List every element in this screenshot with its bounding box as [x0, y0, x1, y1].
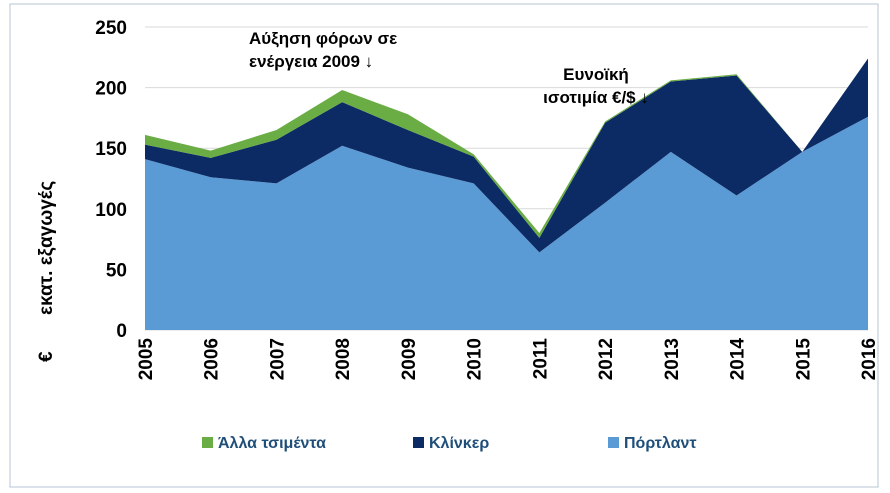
legend-label: Κλίνκερ	[429, 435, 489, 452]
y-tick-label: 50	[106, 260, 127, 281]
x-tick-label: 2006	[202, 338, 223, 380]
legend-swatch	[202, 437, 213, 448]
y-tick-label: 200	[95, 79, 127, 100]
annotation: ενέργεια 2009 ↓	[249, 52, 373, 71]
annotation: ισοτιμία €/$ ↓	[543, 88, 649, 107]
area	[145, 58, 868, 238]
area	[145, 58, 868, 253]
y-tick-label: 150	[95, 139, 127, 160]
legend-label: Πόρτλαντ	[624, 435, 697, 452]
annotation: Ευνοϊκή	[563, 65, 629, 84]
x-tick-label: 2015	[793, 338, 814, 381]
y-tick-label: 0	[116, 321, 127, 342]
legend-swatch	[608, 437, 619, 448]
x-tick-label: 2011	[530, 338, 551, 380]
x-tick-label: 2005	[136, 338, 157, 381]
x-tick-label: 2010	[465, 338, 486, 380]
y-tick-label: 100	[95, 200, 127, 221]
area	[145, 116, 868, 330]
y-tick-label: 250	[95, 18, 127, 39]
x-tick-label: 2007	[267, 338, 288, 380]
x-tick-label: 2012	[596, 338, 617, 380]
x-tick-label: 2008	[333, 338, 354, 380]
y-axis-unit: €	[36, 351, 57, 362]
legend-label: Άλλα τσιμέντα	[218, 435, 326, 452]
annotation: Αύξηση φόρων σε	[249, 29, 397, 48]
x-tick-label: 2014	[728, 338, 749, 381]
x-tick-label: 2016	[859, 338, 880, 380]
x-tick-label: 2013	[662, 338, 683, 380]
legend-swatch	[413, 437, 424, 448]
frame	[9, 3, 879, 488]
x-tick-label: 2009	[399, 338, 420, 380]
y-axis-label: εκατ. εξαγωγές	[36, 181, 57, 315]
